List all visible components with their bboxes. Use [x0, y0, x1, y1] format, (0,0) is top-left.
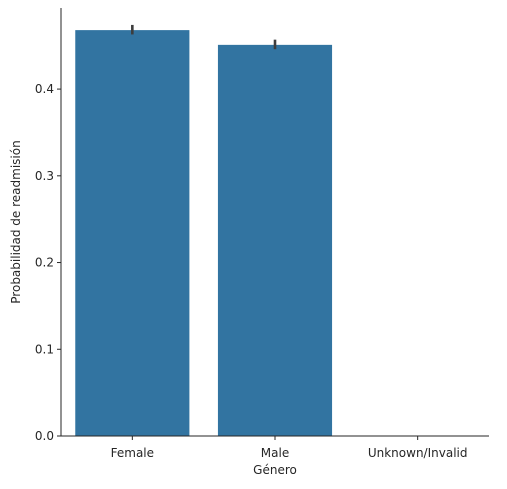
y-axis-ticks: 0.0 0.1 0.2 0.3 0.4 [35, 82, 61, 443]
x-axis-label: Género [253, 463, 297, 477]
x-axis-ticks: Female Male Unknown/Invalid [111, 436, 468, 460]
y-tick-label: 0.1 [35, 342, 54, 356]
error-bars [131, 24, 277, 50]
y-tick-label: 0.3 [35, 169, 54, 183]
bar-female [75, 30, 190, 436]
y-tick-label: 0.4 [35, 82, 54, 96]
x-tick-label-male: Male [261, 446, 289, 460]
x-tick-label-unknown-invalid: Unknown/Invalid [368, 446, 468, 460]
bar-male [217, 44, 333, 437]
plot-area [75, 24, 333, 437]
x-tick-label-female: Female [111, 446, 154, 460]
bars [75, 30, 333, 437]
y-axis-label: Probabilidad de readmisión [9, 140, 23, 303]
y-tick-label: 0.2 [35, 256, 54, 270]
y-tick-label: 0.0 [35, 429, 54, 443]
